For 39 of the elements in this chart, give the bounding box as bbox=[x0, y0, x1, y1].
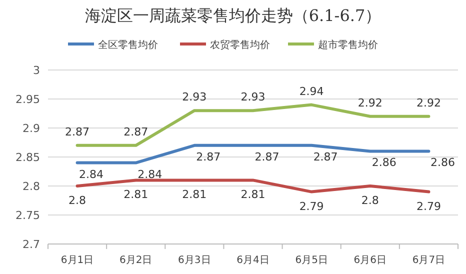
x-tick-label: 6月7日 bbox=[412, 255, 446, 266]
x-tick-label: 6月1日 bbox=[60, 255, 94, 266]
data-label: 2.87 bbox=[196, 150, 221, 164]
x-tick-label: 6月2日 bbox=[119, 255, 152, 266]
data-label: 2.86 bbox=[430, 156, 455, 170]
data-label: 2.93 bbox=[182, 90, 207, 104]
y-tick-label: 2.95 bbox=[16, 93, 40, 106]
y-tick-label: 3 bbox=[33, 64, 40, 77]
data-label: 2.93 bbox=[240, 90, 266, 104]
y-tick-label: 2.85 bbox=[16, 151, 40, 164]
legend-label: 农贸零售均价 bbox=[210, 39, 270, 51]
legend-label: 全区零售均价 bbox=[98, 39, 158, 51]
data-label: 2.79 bbox=[299, 200, 324, 213]
data-label: 2.81 bbox=[124, 188, 148, 202]
chart-title: 海淀区一周蔬菜零售均价走势（6.1-6.7） bbox=[84, 6, 382, 25]
y-tick-label: 2.75 bbox=[16, 209, 40, 222]
data-label: 2.79 bbox=[416, 200, 441, 213]
data-label: 2.87 bbox=[313, 150, 338, 164]
data-label: 2.84 bbox=[138, 168, 162, 181]
data-label: 2.81 bbox=[182, 188, 207, 202]
data-label: 2.8 bbox=[361, 194, 379, 207]
data-label: 2.8 bbox=[68, 194, 86, 207]
data-label: 2.92 bbox=[416, 96, 441, 110]
data-label: 2.87 bbox=[124, 125, 148, 138]
data-label: 2.94 bbox=[299, 84, 324, 98]
y-tick-label: 2.8 bbox=[22, 180, 40, 193]
data-label: 2.86 bbox=[372, 156, 396, 170]
legend-label: 超市零售均价 bbox=[318, 39, 378, 51]
data-label: 2.81 bbox=[240, 188, 266, 202]
y-tick-label: 2.7 bbox=[22, 238, 40, 251]
data-label: 2.87 bbox=[254, 150, 280, 164]
data-label: 2.84 bbox=[79, 168, 104, 181]
x-tick-label: 6月4日 bbox=[236, 255, 270, 266]
y-tick-label: 2.9 bbox=[22, 122, 40, 135]
data-label: 2.92 bbox=[358, 96, 382, 110]
x-tick-label: 6月6日 bbox=[354, 255, 387, 266]
x-tick-label: 6月5日 bbox=[295, 255, 328, 266]
x-tick-label: 6月3日 bbox=[178, 255, 211, 266]
data-label: 2.87 bbox=[65, 125, 90, 138]
